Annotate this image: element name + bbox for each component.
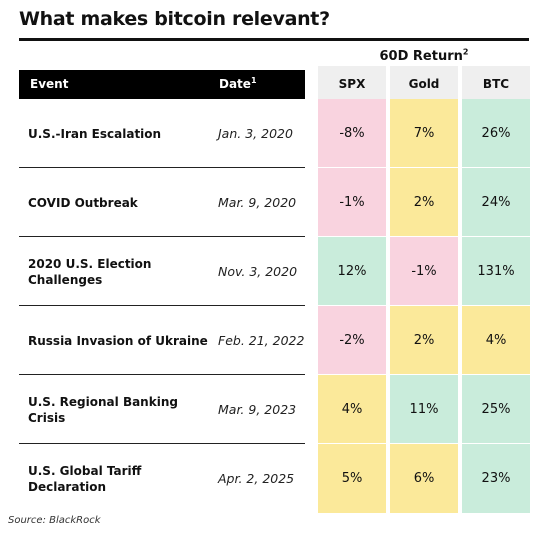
event-name: U.S.-Iran Escalation xyxy=(28,126,162,141)
btc-return-cell: 24% xyxy=(462,168,530,237)
cell-divider xyxy=(462,443,530,444)
spx-return-cell: -1% xyxy=(318,168,386,237)
event-name: 2020 U.S. Election Challenges xyxy=(28,256,152,287)
gold-return-cell: -1% xyxy=(390,237,458,306)
table-header-bar xyxy=(19,70,305,99)
event-date: Mar. 9, 2020 xyxy=(218,195,297,210)
return-group-label: 60D Return xyxy=(379,49,463,64)
cell-divider xyxy=(462,167,530,168)
title-rule xyxy=(19,38,529,41)
btc-column-header: BTC xyxy=(482,77,510,91)
page-title: What makes bitcoin relevant? xyxy=(19,8,330,30)
event-name: Russia Invasion of Ukraine xyxy=(28,333,208,348)
gold-return-cell: 11% xyxy=(390,375,458,444)
cell-divider xyxy=(390,443,458,444)
gold-return-cell: 2% xyxy=(390,306,458,375)
event-date: Feb. 21, 2022 xyxy=(218,333,305,348)
event-column-header: Event xyxy=(30,77,69,91)
row-divider xyxy=(19,236,305,237)
spx-return-cell: -8% xyxy=(318,99,386,168)
cell-divider xyxy=(318,443,386,444)
date-header-label: Date xyxy=(219,77,251,91)
btc-return-cell: 25% xyxy=(462,375,530,444)
event-name: COVID Outbreak xyxy=(28,195,138,210)
btc-return-cell: 26% xyxy=(462,99,530,168)
gold-return-cell: 7% xyxy=(390,99,458,168)
return-group-footnote-mark: 2 xyxy=(462,47,469,57)
cell-divider xyxy=(390,374,458,375)
cell-divider xyxy=(390,167,458,168)
row-divider xyxy=(19,374,305,375)
event-date: Nov. 3, 2020 xyxy=(218,264,298,279)
spx-return-cell: -2% xyxy=(318,306,386,375)
date-column-header: Date1 xyxy=(219,70,257,99)
btc-return-cell: 131% xyxy=(462,237,530,306)
date-footnote-mark: 1 xyxy=(250,76,257,85)
event-date: Apr. 2, 2025 xyxy=(218,471,295,486)
event-name: U.S. Regional Banking Crisis xyxy=(28,394,178,425)
btc-return-cell: 4% xyxy=(462,306,530,375)
btc-return-cell: 23% xyxy=(462,444,530,513)
return-group-header: 60D Return2 xyxy=(318,47,530,64)
gold-column-header: Gold xyxy=(408,77,440,91)
cell-divider xyxy=(318,305,386,306)
spx-return-cell: 4% xyxy=(318,375,386,444)
cell-divider xyxy=(390,305,458,306)
cell-divider xyxy=(462,236,530,237)
spx-return-cell: 5% xyxy=(318,444,386,513)
gold-return-cell: 6% xyxy=(390,444,458,513)
source-note: Source: BlackRock xyxy=(8,515,101,526)
spx-return-cell: 12% xyxy=(318,237,386,306)
row-divider xyxy=(19,443,305,444)
cell-divider xyxy=(390,236,458,237)
cell-divider xyxy=(462,374,530,375)
gold-return-cell: 2% xyxy=(390,168,458,237)
cell-divider xyxy=(462,305,530,306)
cell-divider xyxy=(318,236,386,237)
cell-divider xyxy=(318,167,386,168)
event-date: Mar. 9, 2023 xyxy=(218,402,297,417)
row-divider xyxy=(19,167,305,168)
cell-divider xyxy=(318,374,386,375)
spx-column-header: SPX xyxy=(338,77,366,91)
event-name: U.S. Global Tariff Declaration xyxy=(28,463,142,494)
event-date: Jan. 3, 2020 xyxy=(218,126,293,141)
row-divider xyxy=(19,305,305,306)
